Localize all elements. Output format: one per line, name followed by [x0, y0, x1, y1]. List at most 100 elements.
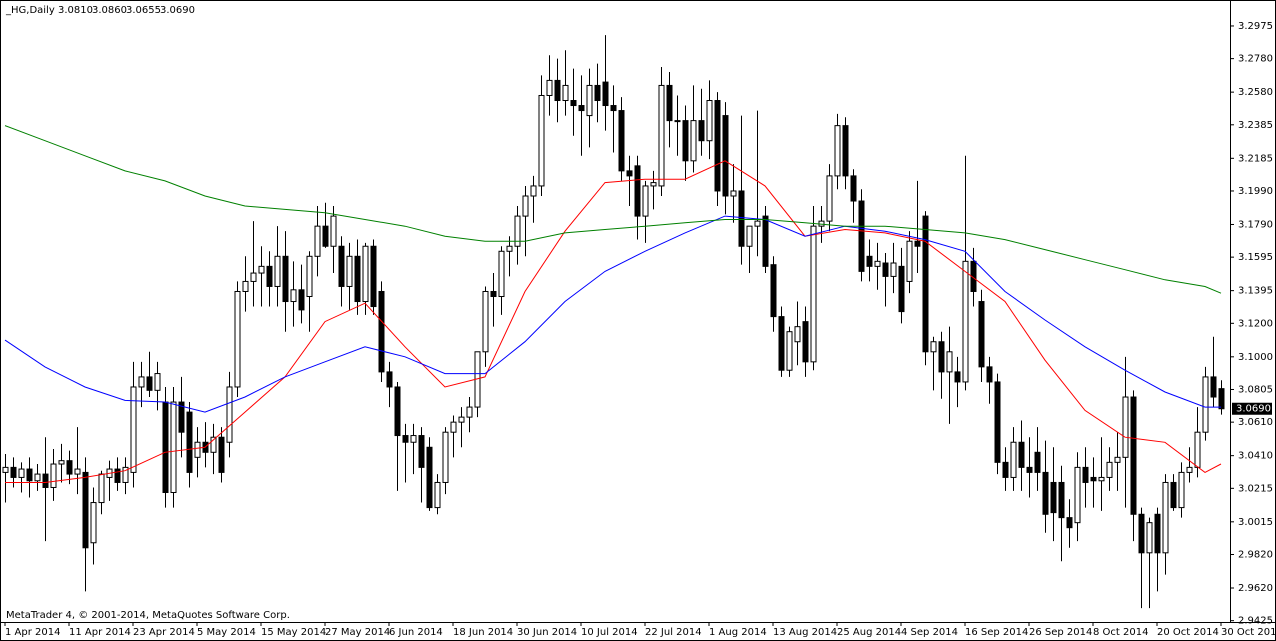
x-tick-label: 27 May 2014	[325, 627, 390, 638]
candle-body	[746, 225, 753, 247]
candle-body	[90, 502, 97, 544]
candle-body	[682, 120, 689, 162]
y-tick-label: 2.9820	[1238, 549, 1273, 560]
candle-body	[778, 316, 785, 371]
x-tick-label: 11 Apr 2014	[69, 627, 131, 638]
y-tick-label: 3.0805	[1238, 384, 1273, 395]
candle-body	[258, 265, 265, 274]
candle-body	[354, 255, 361, 303]
candle-body	[498, 250, 505, 298]
candle-body	[786, 331, 793, 371]
candle-body	[458, 416, 465, 423]
x-tick-label: 15 May 2014	[261, 627, 326, 638]
candle-body	[762, 215, 769, 267]
candle-body	[450, 421, 457, 433]
y-tick-label: 3.0610	[1238, 417, 1273, 428]
candle-body	[642, 185, 649, 217]
candle-body	[386, 371, 393, 388]
candle-body	[226, 386, 233, 443]
candle-body	[306, 255, 313, 298]
x-tick-label: 6 Jun 2014	[389, 627, 443, 638]
ohlc-value: 3.0655	[126, 5, 161, 16]
candle-body	[378, 290, 385, 373]
candle-body	[1122, 396, 1129, 458]
y-tick-label: 3.2975	[1238, 21, 1273, 32]
candle-body	[210, 436, 217, 453]
candle-body	[514, 215, 521, 247]
candle-body	[714, 100, 721, 192]
candle-body	[506, 245, 513, 252]
x-tick-label: 22 Jul 2014	[645, 627, 702, 638]
y-tick-label: 3.2385	[1238, 120, 1273, 131]
x-tick-label: 23 Apr 2014	[133, 627, 195, 638]
candle-body	[282, 255, 289, 303]
candle-body	[570, 100, 577, 107]
candle-body	[434, 481, 441, 509]
candle-body	[586, 84, 593, 117]
candle-body	[66, 460, 73, 475]
candle-body	[698, 120, 705, 142]
candle-body	[1114, 456, 1121, 463]
candle-body	[594, 84, 601, 102]
candle-body	[1138, 513, 1145, 554]
candle-body	[298, 289, 305, 311]
candle-body	[186, 411, 193, 473]
candle-body	[1178, 471, 1185, 509]
candle-body	[218, 436, 225, 473]
candle-body	[338, 245, 345, 287]
candle-body	[546, 79, 553, 96]
candle-body	[10, 466, 17, 478]
candle-body	[1010, 441, 1017, 478]
x-tick-label: 20 Oct 2014	[1157, 627, 1219, 638]
candle-body	[402, 435, 409, 443]
x-tick-label: 5 May 2014	[197, 627, 256, 638]
candle-body	[426, 446, 433, 509]
candle-body	[850, 175, 857, 202]
candle-body	[290, 289, 297, 303]
candle-body	[1034, 451, 1041, 473]
candle-body	[490, 290, 497, 298]
candle-body	[82, 471, 89, 549]
candle-body	[170, 401, 177, 494]
candle-body	[34, 473, 41, 482]
candle-body	[906, 240, 913, 282]
candle-body	[690, 120, 697, 162]
candle-body	[802, 321, 809, 363]
candle-body	[1074, 466, 1081, 524]
y-tick-label: 3.1200	[1238, 318, 1273, 329]
candle-body	[922, 215, 929, 353]
candle-body	[674, 120, 681, 123]
candle-body	[834, 125, 841, 177]
candle-body	[2, 466, 9, 473]
candle-body	[466, 406, 473, 418]
candle-body	[1066, 517, 1073, 529]
x-tick-label: 30 Jun 2014	[517, 627, 577, 638]
x-tick-label: 26 Sep 2014	[1029, 627, 1092, 638]
candle-body	[538, 94, 545, 187]
candle-body	[578, 105, 585, 112]
x-tick-label: 30 Oct 2014	[1221, 627, 1276, 638]
candle-body	[1050, 481, 1057, 514]
candle-body	[370, 245, 377, 308]
candle-body	[650, 182, 657, 187]
candle-body	[826, 175, 833, 222]
candle-body	[418, 435, 425, 468]
candle-body	[602, 81, 609, 107]
candle-body	[74, 468, 81, 475]
candle-body	[1098, 476, 1105, 482]
candle-body	[1218, 388, 1225, 410]
y-tick-label: 3.0410	[1238, 451, 1273, 462]
candle-body	[1058, 481, 1065, 519]
candle-body	[1082, 466, 1089, 483]
y-tick-label: 3.1595	[1238, 252, 1273, 263]
candle-body	[122, 466, 129, 483]
x-tick-label: 10 Jul 2014	[581, 627, 638, 638]
footer: MetaTrader 4, © 2001-2014, MetaQuotes So…	[6, 610, 290, 621]
candle-body	[1162, 481, 1169, 554]
y-tick-label: 3.1395	[1238, 286, 1273, 297]
y-tick-label: 3.1000	[1238, 352, 1273, 363]
candle-body	[938, 341, 945, 373]
candle-body	[1090, 476, 1097, 482]
candle-body	[730, 190, 737, 197]
y-tick-label: 2.9425	[1238, 616, 1273, 627]
